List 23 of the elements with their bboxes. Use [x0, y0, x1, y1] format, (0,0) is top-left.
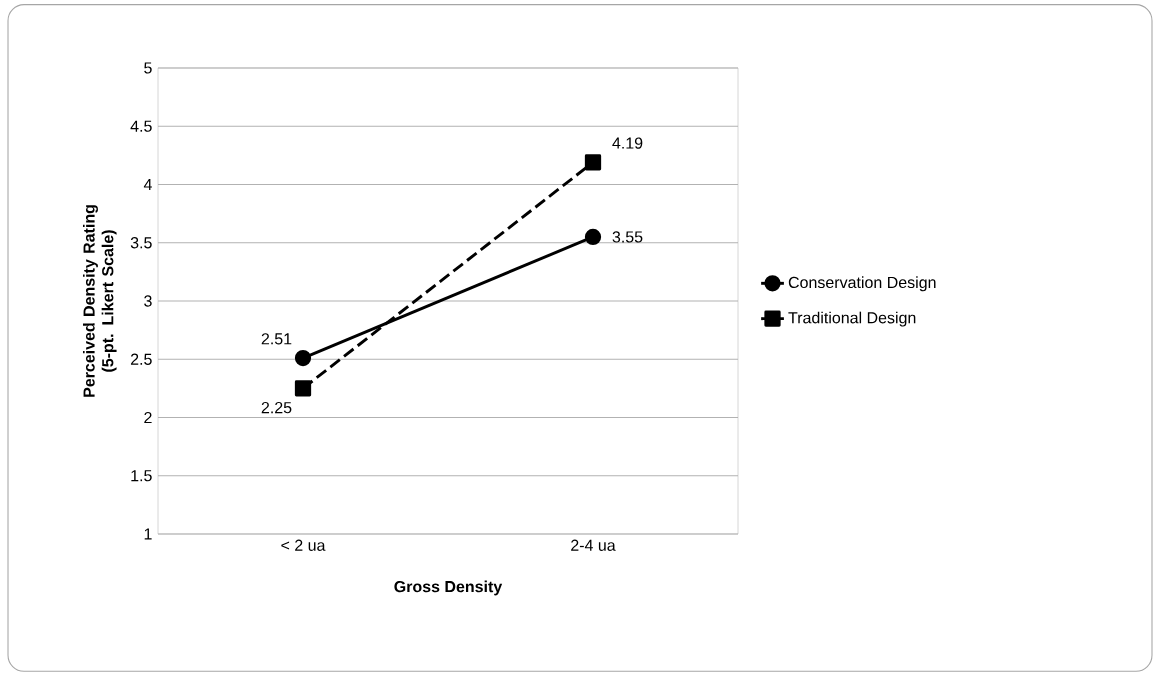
- data-label: 2.51: [261, 333, 292, 345]
- y-tick-label: 1.5: [131, 470, 152, 482]
- y-tick-label: 4: [143, 178, 152, 190]
- legend-label: Conservation Design: [788, 276, 936, 292]
- data-label: 3.55: [612, 231, 643, 243]
- y-axis-title: Perceived Density Rating (5-pt. Likert Scale): [83, 205, 117, 397]
- point: [294, 349, 312, 367]
- y-tick-label: 2: [144, 411, 152, 424]
- y-tick-label: 3: [144, 295, 152, 307]
- legend-label: Traditional Design: [788, 311, 916, 327]
- x-axis-title: Gross Density: [394, 580, 503, 596]
- y-tick-label: 3.5: [130, 237, 152, 249]
- point: [584, 154, 602, 171]
- data-label: 2.25: [261, 401, 292, 414]
- y-tick-label: 1: [144, 528, 152, 540]
- y-tick-label: 4.5: [130, 120, 152, 132]
- x-tick-label: < 2 ua: [281, 539, 326, 551]
- y-tick-label: 2.5: [130, 353, 152, 365]
- data-label: 4.19: [612, 137, 643, 149]
- point: [294, 380, 312, 397]
- y-tick-label: 5: [144, 62, 152, 74]
- x-tick-label: 2-4 ua: [571, 539, 616, 551]
- point: [584, 228, 602, 246]
